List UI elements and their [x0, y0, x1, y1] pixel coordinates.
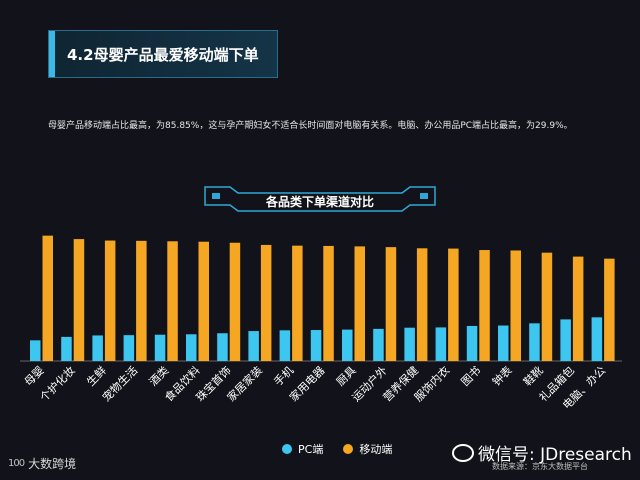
bar-pc-15 [498, 325, 509, 361]
chart-title: 各品类下单渠道对比 [265, 194, 374, 209]
bar-mobile-3 [136, 240, 147, 361]
bar-mobile-8 [292, 245, 303, 361]
wechat-icon [452, 443, 474, 462]
bar-mobile-13 [448, 248, 459, 361]
bar-pc-0 [30, 340, 41, 361]
bar-mobile-14 [479, 250, 490, 361]
bar-mobile-16 [541, 252, 553, 361]
bar-pc-12 [404, 327, 415, 361]
chart-title-frame [204, 186, 436, 212]
bar-pc-3 [123, 335, 135, 361]
x-tick-label: 家用电器 [286, 363, 327, 404]
page-title: 4.2母婴产品最爱移动端下单 [67, 46, 259, 64]
x-tick-label: 服饰内衣 [411, 363, 452, 404]
bar-mobile-9 [323, 245, 334, 361]
bar-pc-17 [560, 319, 571, 361]
brand-mark: 100 [8, 458, 25, 469]
bar-mobile-1 [73, 239, 85, 361]
x-tick-label: 生鲜 [84, 363, 109, 388]
bar-pc-8 [279, 330, 291, 361]
x-tick-label: 酒类 [146, 363, 171, 388]
chart-legend: PC端 移动端 [282, 441, 392, 457]
bar-mobile-4 [167, 241, 178, 361]
bar-mobile-18 [604, 258, 615, 361]
bar-mobile-5 [198, 241, 209, 361]
bar-mobile-15 [510, 250, 521, 361]
brand-name: 大数跨境 [28, 457, 77, 471]
bar-pc-16 [529, 323, 540, 361]
x-tick-label: 家居家装 [224, 363, 265, 404]
brand-logo: 100 大数跨境 [8, 455, 76, 472]
bar-pc-10 [342, 329, 353, 361]
bar-pc-2 [92, 335, 103, 361]
legend-mobile-swatch [343, 444, 354, 454]
x-tick-label: 母婴 [22, 364, 47, 389]
x-tick-label: 个护化妆 [37, 363, 78, 404]
bar-pc-14 [466, 325, 478, 361]
bar-pc-11 [373, 328, 384, 361]
wechat-watermark: 微信号: JDresearch [452, 440, 632, 465]
legend-mobile-label: 移动端 [359, 443, 393, 456]
data-source: 数据来源：京东大数据平台 [492, 462, 588, 471]
bar-mobile-17 [572, 256, 584, 361]
bar-mobile-12 [416, 248, 428, 361]
bar-pc-7 [248, 331, 259, 361]
legend-pc-swatch [282, 444, 292, 454]
bar-pc-18 [591, 317, 603, 361]
bar-pc-9 [310, 330, 322, 361]
x-tick-label: 钟表 [489, 363, 514, 388]
bar-pc-4 [154, 334, 166, 361]
page-title-box: 4.2母婴产品最爱移动端下单 [48, 30, 278, 78]
legend-pc-label: PC端 [298, 443, 324, 456]
x-tick-label: 厨具 [334, 364, 359, 389]
bar-pc-1 [61, 336, 72, 361]
title-accent-bar [49, 31, 55, 77]
bar-mobile-7 [260, 244, 272, 361]
bar-pc-13 [435, 327, 447, 361]
bar-pc-6 [217, 333, 228, 361]
x-tick-label: 手机 [271, 363, 296, 388]
x-tick-label: 鞋靴 [520, 363, 545, 388]
wechat-id: 微信号: JDresearch [478, 445, 632, 465]
bar-pc-5 [186, 334, 197, 361]
page-subtitle: 母婴产品移动端占比最高，为85.85%，这与孕产期妇女不适合长时间面对电脑有关系… [48, 121, 573, 131]
bar-mobile-2 [104, 240, 116, 361]
bar-mobile-10 [354, 246, 365, 361]
bar-mobile-11 [385, 247, 397, 361]
x-tick-label: 图书 [459, 364, 484, 389]
x-tick-label: 宠物生活 [99, 363, 140, 404]
bar-mobile-6 [229, 242, 241, 361]
bar-mobile-0 [42, 235, 53, 361]
